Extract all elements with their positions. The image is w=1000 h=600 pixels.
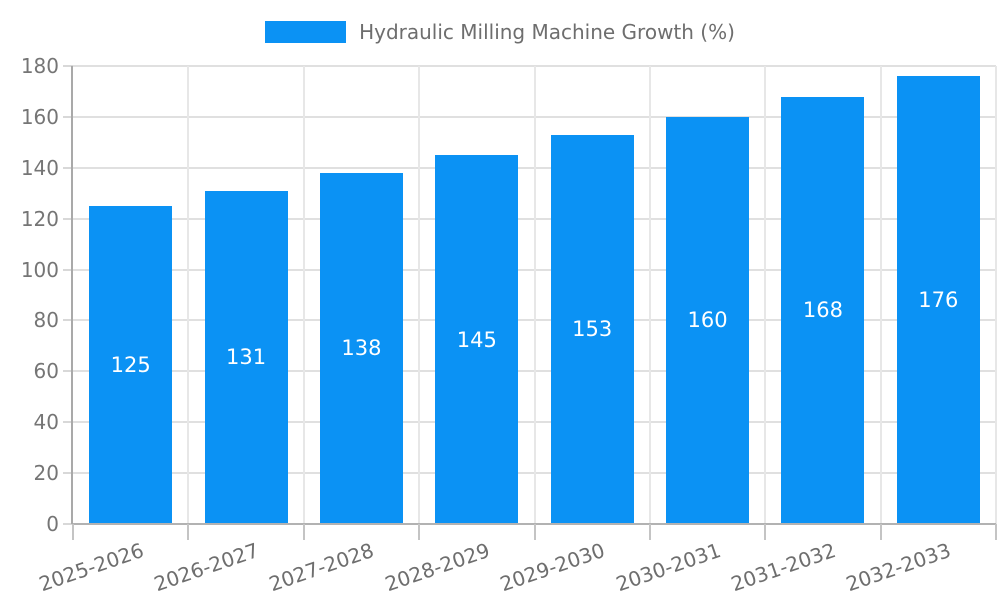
x-gridline <box>533 66 536 524</box>
y-tick-label: 100 <box>20 257 59 282</box>
x-tick-mark <box>72 524 74 540</box>
bar: 160 <box>666 116 750 524</box>
x-gridline <box>995 66 997 524</box>
x-category-label: 2032-2033 <box>843 538 955 597</box>
x-tick-mark <box>418 524 421 540</box>
legend-label: Hydraulic Milling Machine Growth (%) <box>359 20 735 44</box>
bar: 125 <box>89 205 173 524</box>
y-tick-mark <box>63 217 73 220</box>
legend-swatch-icon <box>265 21 347 43</box>
bar-value-label: 176 <box>918 288 959 313</box>
bar-value-label: 125 <box>110 352 151 377</box>
y-tick-mark <box>63 115 73 118</box>
bar-value-label: 131 <box>226 345 267 370</box>
y-tick-label: 140 <box>20 155 59 180</box>
x-tick-mark <box>648 524 651 540</box>
x-gridline <box>302 66 305 524</box>
x-category-label: 2029-2030 <box>497 538 609 597</box>
y-tick-mark <box>63 421 73 424</box>
bar-value-label: 160 <box>687 308 728 333</box>
bar-value-label: 145 <box>456 327 497 352</box>
x-gridline <box>879 66 882 524</box>
y-tick-label: 80 <box>33 308 59 333</box>
y-tick-label: 120 <box>20 206 59 231</box>
x-tick-mark <box>995 524 997 540</box>
bar: 168 <box>781 96 865 524</box>
x-category-label: 2028-2029 <box>381 538 493 597</box>
y-tick-mark <box>63 370 73 373</box>
bar: 138 <box>319 172 403 524</box>
x-category-label: 2030-2031 <box>612 538 724 597</box>
y-tick-mark <box>63 319 73 322</box>
bar: 131 <box>204 190 288 524</box>
x-tick-mark <box>187 524 190 540</box>
bar-value-label: 138 <box>341 336 382 361</box>
y-tick-mark <box>63 523 73 525</box>
y-axis-line <box>71 66 73 524</box>
y-tick-mark <box>63 166 73 169</box>
x-category-label: 2027-2028 <box>266 538 378 597</box>
x-category-label: 2026-2027 <box>150 538 262 597</box>
bar: 153 <box>550 134 634 524</box>
x-gridline <box>648 66 651 524</box>
y-tick-mark <box>63 472 73 475</box>
x-gridline <box>418 66 421 524</box>
x-tick-mark <box>879 524 882 540</box>
bar: 176 <box>896 76 980 524</box>
x-gridline <box>764 66 767 524</box>
y-axis: 0 20 40 60 80 100 120 140 160 180 <box>0 54 73 536</box>
plot-area: 125 131 138 145 153 160 168 176 <box>73 65 997 524</box>
bar: 145 <box>435 155 519 524</box>
x-tick-mark <box>302 524 305 540</box>
y-tick-label: 0 <box>46 512 59 536</box>
y-tick-mark <box>63 268 73 271</box>
x-category-label: 2031-2032 <box>727 538 839 597</box>
x-axis: 2025-2026 2026-2027 2027-2028 2028-2029 2029… <box>36 524 997 600</box>
y-tick-label: 160 <box>20 104 59 129</box>
y-tick-label: 20 <box>33 461 59 486</box>
bar-value-label: 168 <box>802 298 843 323</box>
y-tick-label: 60 <box>33 359 59 384</box>
x-gridline <box>187 66 190 524</box>
y-tick-label: 180 <box>20 54 59 78</box>
x-category-label: 2025-2026 <box>35 538 147 597</box>
x-tick-mark <box>764 524 767 540</box>
chart-legend[interactable]: Hydraulic Milling Machine Growth (%) <box>0 20 1000 44</box>
bar-value-label: 153 <box>572 317 613 342</box>
x-tick-mark <box>533 524 536 540</box>
y-tick-mark <box>63 65 73 67</box>
y-tick-label: 40 <box>33 410 59 435</box>
